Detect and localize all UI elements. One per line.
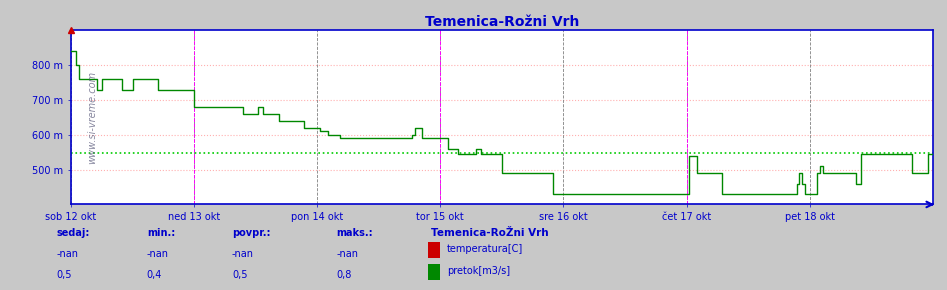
- Text: -nan: -nan: [147, 249, 169, 259]
- Text: 0,4: 0,4: [147, 270, 162, 280]
- Text: povpr.:: povpr.:: [232, 228, 271, 238]
- Text: 0,5: 0,5: [57, 270, 72, 280]
- Text: -nan: -nan: [336, 249, 358, 259]
- Text: sedaj:: sedaj:: [57, 228, 90, 238]
- Text: maks.:: maks.:: [336, 228, 373, 238]
- Text: www.si-vreme.com: www.si-vreme.com: [87, 71, 98, 164]
- Text: temperatura[C]: temperatura[C]: [447, 244, 524, 254]
- Text: 0,8: 0,8: [336, 270, 351, 280]
- Text: pretok[m3/s]: pretok[m3/s]: [447, 266, 510, 276]
- Text: -nan: -nan: [57, 249, 79, 259]
- Text: Temenica-RoŽni Vrh: Temenica-RoŽni Vrh: [431, 228, 548, 238]
- Title: Temenica-Rožni Vrh: Temenica-Rožni Vrh: [424, 15, 580, 29]
- Text: min.:: min.:: [147, 228, 175, 238]
- Text: -nan: -nan: [232, 249, 254, 259]
- Text: 0,5: 0,5: [232, 270, 247, 280]
